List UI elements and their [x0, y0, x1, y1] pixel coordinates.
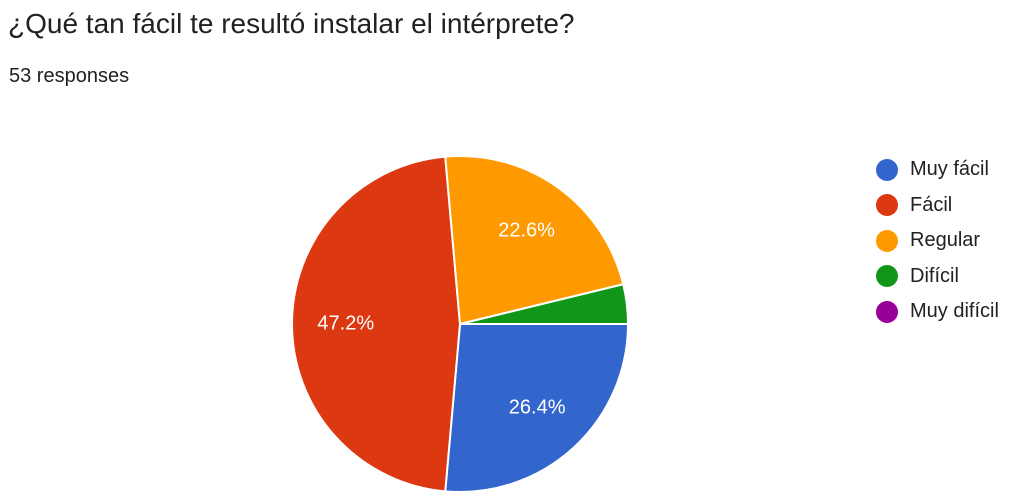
legend-item: Difícil	[876, 259, 1018, 295]
legend-label: Fácil	[910, 193, 953, 216]
legend-color-dot	[876, 265, 898, 288]
pie-slices	[291, 155, 630, 493]
pie-slice-regular	[444, 155, 625, 326]
chart-legend: Muy fácil Fácil Regular Difícil Muy difícil	[876, 152, 1018, 330]
legend-item: Fácil	[876, 188, 1018, 224]
response-count: 53 responses	[9, 65, 130, 87]
chart-title: ¿Qué tan fácil te resultó instalar el in…	[8, 8, 575, 39]
legend-color-dot	[876, 300, 898, 323]
legend-item: Muy fácil	[876, 152, 1018, 188]
legend-color-dot	[876, 158, 898, 181]
pie-slice-muy-fácil	[444, 323, 630, 493]
pie-slice-fácil	[291, 155, 462, 493]
legend-label: Regular	[910, 229, 981, 252]
legend-item: Muy difícil	[876, 294, 1018, 330]
pie-slice-difícil	[459, 283, 630, 325]
slice-percent-label: 26.4%	[509, 397, 566, 419]
slice-percent-label: 47.2%	[317, 312, 374, 334]
pie-labels: 26.4% 47.2% 22.6%	[317, 219, 565, 418]
legend-label: Difícil	[910, 264, 959, 287]
legend-label: Muy fácil	[910, 158, 989, 181]
slice-percent-label: 22.6%	[498, 219, 555, 241]
legend-item: Regular	[876, 223, 1018, 259]
legend-label: Muy difícil	[910, 300, 999, 323]
legend-color-dot	[876, 194, 898, 217]
legend-color-dot	[876, 229, 898, 252]
